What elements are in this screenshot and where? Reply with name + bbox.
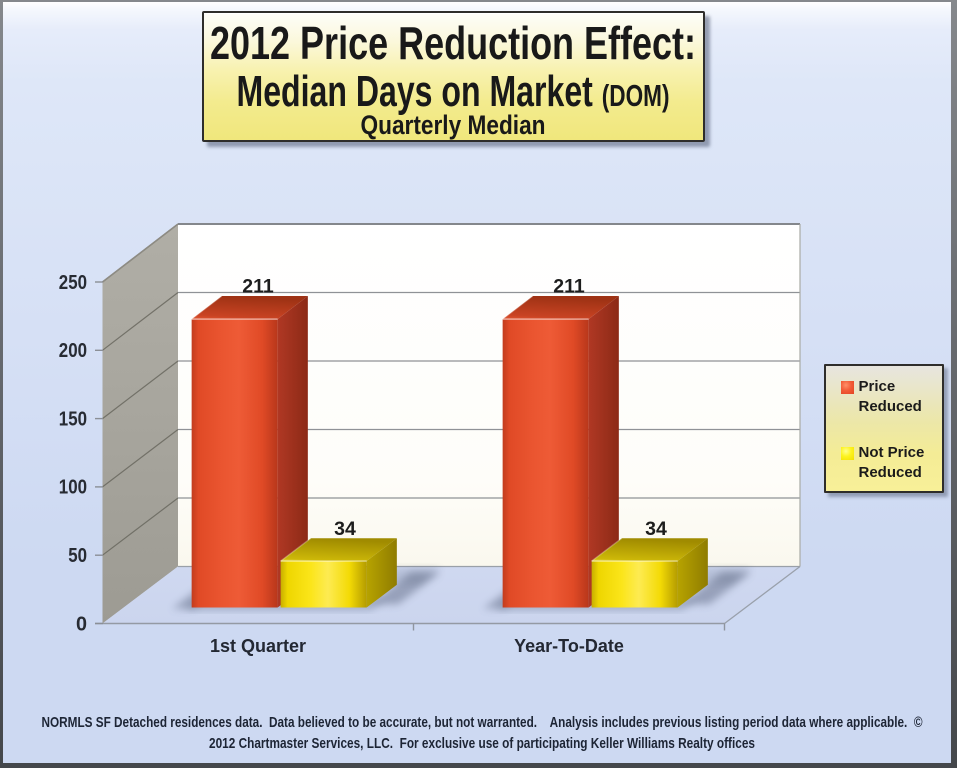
legend-swatch-price-reduced: [840, 380, 854, 394]
chart-title-line2-text: Median Days on Market (DOM): [236, 66, 670, 116]
side-wall-gridline: [102, 429, 179, 488]
legend-label-not-price-reduced: Not Price Reduced: [858, 443, 925, 482]
footer-disclaimer-line1-text: NORMLS SF Detached residences data. Data…: [40, 713, 922, 731]
bar-front-not-price-reduced-1st-quarter: [280, 561, 367, 608]
bar-top-price-reduced-1st-quarter: [191, 295, 308, 320]
side-wall-gridline: [102, 360, 179, 420]
y-tick-label-150: 150: [59, 408, 87, 430]
footer-disclaimer-line2-text: 2012 Chartmaster Services, LLC. For excl…: [208, 734, 755, 752]
bar-bevel-left-not-price-reduced-year-to-date: [591, 537, 623, 562]
legend-swatch-not-price-reduced: [840, 446, 854, 460]
y-tick-label-50: 50: [68, 545, 87, 567]
side-wall-top-edge: [102, 223, 179, 283]
bar-front-price-reduced-year-to-date: [502, 319, 589, 608]
y-tick-label-250: 250: [59, 272, 87, 294]
bar-side-not-price-reduced-year-to-date: [677, 538, 708, 608]
slide-background: 0 50 100 150 200 250 211 34 1st Quarter 211 34 Year…: [3, 2, 951, 763]
value-label-not-price-reduced-year-to-date: 34: [645, 518, 667, 540]
bar-side-price-reduced-year-to-date: [588, 295, 619, 608]
legend-entry-price-reduced: Price Reduced: [840, 377, 931, 418]
bar-bevel-left-price-reduced-1st-quarter: [191, 295, 223, 320]
value-label-not-price-reduced-1st-quarter: 34: [334, 518, 356, 540]
chart-title-line2-main: Median Days on Market: [236, 66, 602, 116]
value-label-price-reduced-1st-quarter: 211: [242, 276, 274, 298]
bar-chart: 0 50 100 150 200 250 211 34 1st Quarter 211 34 Year…: [59, 223, 801, 656]
legend-label-price-reduced: Price Reduced: [858, 377, 922, 416]
y-tick-label-100: 100: [59, 477, 87, 499]
value-label-price-reduced-year-to-date: 211: [553, 276, 585, 298]
chart-title-box: 2012 Price Reduction Effect: Median Days…: [201, 11, 705, 142]
category-label-1st-quarter: 1st Quarter: [210, 636, 306, 656]
bar-top-price-reduced-year-to-date: [502, 295, 619, 320]
bar-front-not-price-reduced-year-to-date: [591, 561, 678, 608]
side-wall-gridline: [102, 292, 179, 351]
legend-entry-not-price-reduced: Not Price Reduced: [840, 443, 931, 484]
bar-bevel-left-price-reduced-year-to-date: [502, 295, 534, 320]
bar-front-price-reduced-1st-quarter: [191, 319, 278, 608]
side-wall-gridline: [102, 497, 179, 556]
bar-side-price-reduced-1st-quarter: [277, 295, 308, 608]
chart-title-line1-text: 2012 Price Reduction Effect:: [210, 17, 696, 70]
bar-top-not-price-reduced-year-to-date: [591, 538, 708, 562]
chart-title-line3-text: Quarterly Median: [360, 109, 546, 140]
category-label-year-to-date: Year-To-Date: [514, 636, 624, 656]
side-wall: [102, 224, 178, 624]
chart-legend: Price Reduced Not Price Reduced: [823, 363, 944, 493]
floor-right-edge: [724, 565, 801, 625]
y-tick-label-0: 0: [76, 613, 87, 635]
bar-top-not-price-reduced-1st-quarter: [280, 538, 397, 562]
chart-title-line2-suffix: (DOM): [601, 77, 670, 113]
bar-bevel-left-not-price-reduced-1st-quarter: [280, 537, 312, 562]
y-tick-label-200: 200: [59, 340, 87, 362]
bar-side-not-price-reduced-1st-quarter: [366, 538, 397, 608]
